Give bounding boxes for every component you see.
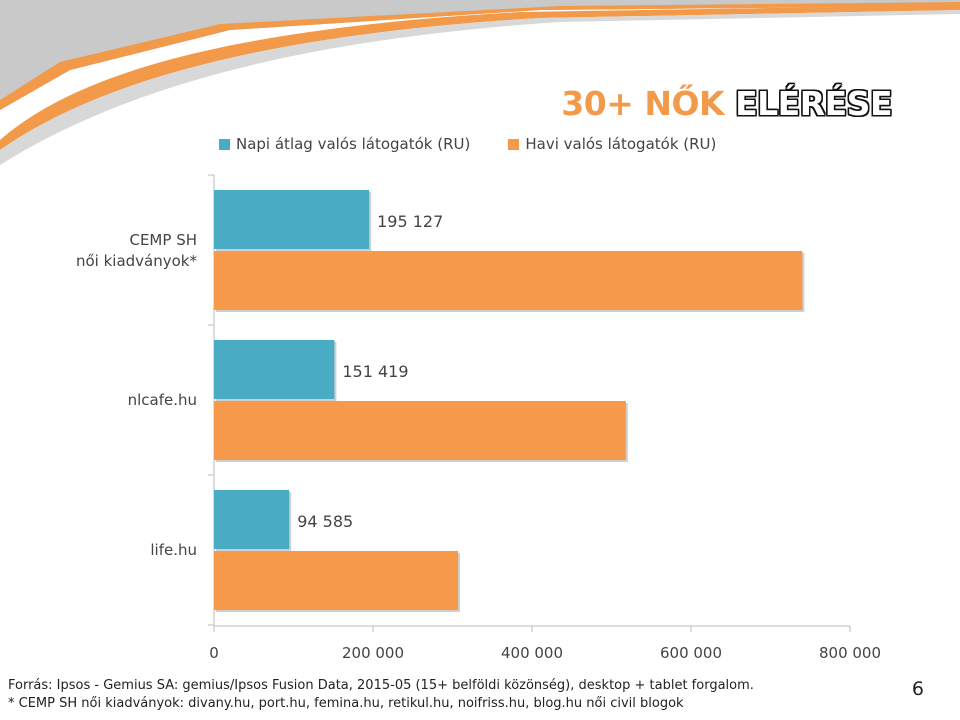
- x-tick-label: 200 000: [342, 644, 404, 662]
- footnote-line-2: * CEMP SH női kiadványok: divany.hu, por…: [8, 696, 684, 711]
- title-part1: 30+ NŐK: [561, 84, 725, 123]
- chart-legend: Napi átlag valós látogatók (RU) Havi val…: [219, 135, 716, 153]
- decor-swoosh-orange: [0, 2, 960, 110]
- bar-series1: [214, 340, 335, 399]
- category-label: life.hu: [150, 541, 197, 559]
- legend-item-series2: Havi valós látogatók (RU): [508, 135, 716, 153]
- footnote-line-1: Forrás: Ipsos - Gemius SA: gemius/Ipsos …: [8, 678, 754, 693]
- bar-value-label: 151 419: [342, 362, 408, 381]
- bar-value-label: 195 127: [377, 212, 443, 231]
- bar-value-label: 94 585: [297, 512, 353, 531]
- title-part2: ELÉRÉSE: [735, 84, 892, 123]
- bar-series1: [214, 490, 290, 549]
- legend-label-series2: Havi valós látogatók (RU): [525, 135, 717, 153]
- bar-series1: [214, 190, 370, 249]
- page-title: 30+ NŐK ELÉRÉSE: [561, 84, 892, 123]
- source-footnote: Forrás: Ipsos - Gemius SA: gemius/Ipsos …: [8, 677, 754, 713]
- legend-swatch-series1: [219, 138, 230, 150]
- category-label: nlcafe.hu: [128, 391, 197, 409]
- x-tick-label: 400 000: [501, 644, 563, 662]
- x-tick-label: 0: [209, 644, 219, 662]
- legend-label-series1: Napi átlag valós látogatók (RU): [236, 135, 471, 153]
- category-label: CEMP SH női kiadványok*: [76, 231, 198, 270]
- legend-swatch-series2: [508, 138, 520, 150]
- bar-series2: [214, 401, 626, 460]
- x-tick-label: 600 000: [660, 644, 722, 662]
- legend-item-series1: Napi átlag valós látogatók (RU): [219, 135, 470, 153]
- page-number: 6: [911, 678, 924, 700]
- bar-chart: 0 200 000 400 000 600 000 800 000 CEMP SH női …: [76, 174, 881, 662]
- bar-series2: [214, 551, 459, 610]
- bar-series2: [214, 251, 803, 310]
- decor-swoosh-light: [0, 0, 960, 100]
- x-tick-label: 800 000: [819, 644, 881, 662]
